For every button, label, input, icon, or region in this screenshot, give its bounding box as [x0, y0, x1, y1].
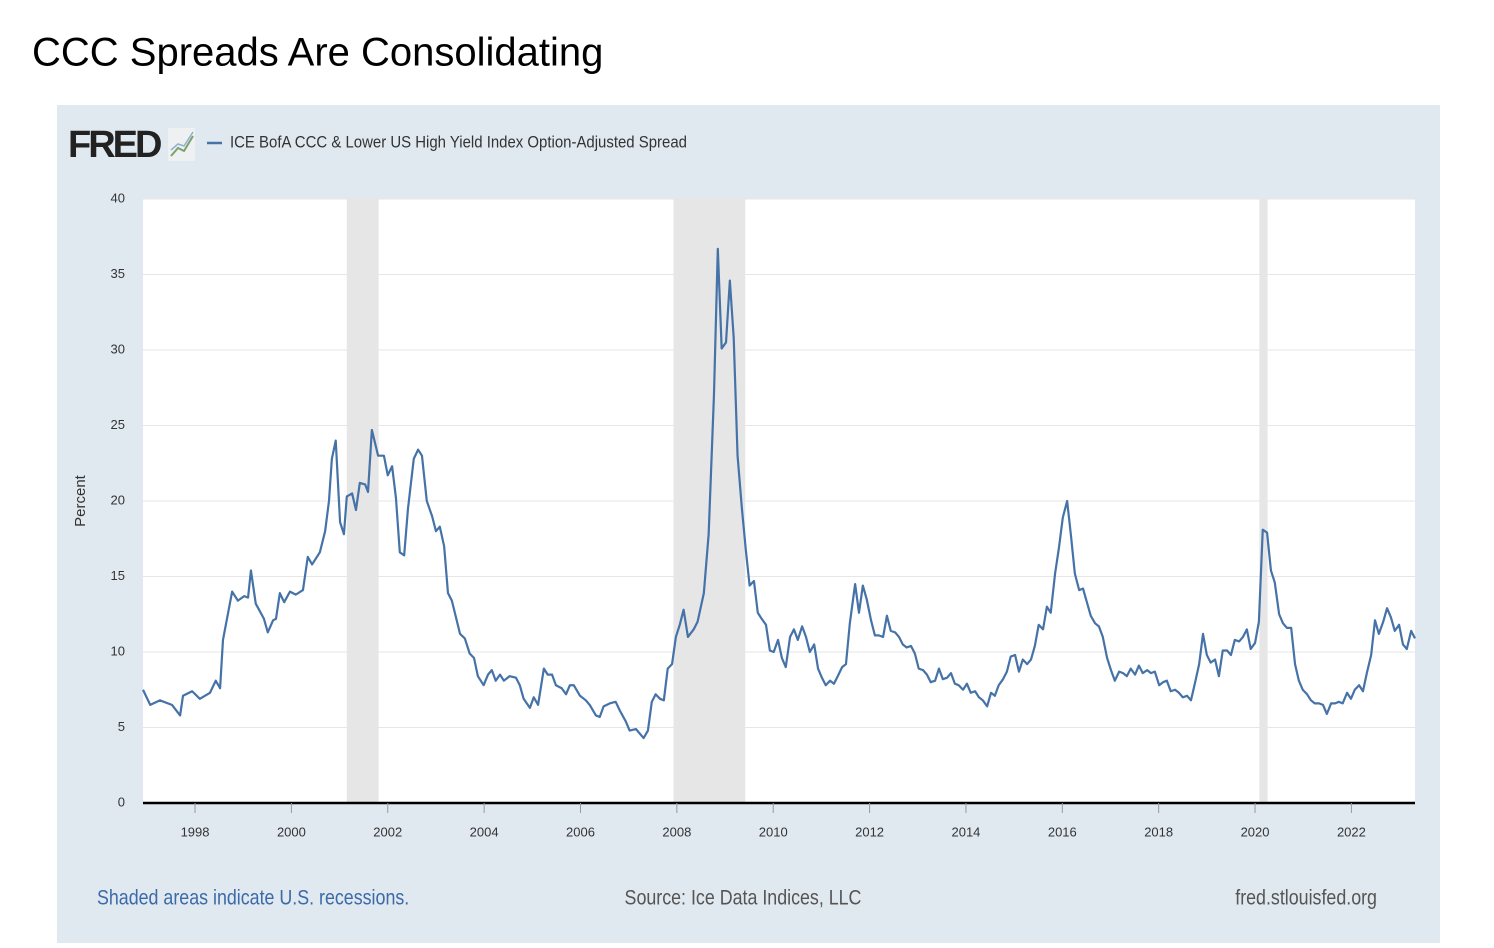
x-tick-label: 1998 [181, 824, 210, 839]
y-tick-label: 15 [111, 568, 125, 583]
legend-label: ICE BofA CCC & Lower US High Yield Index… [230, 134, 687, 152]
y-tick-label: 30 [111, 341, 125, 356]
x-tick-label: 2018 [1144, 824, 1173, 839]
x-tick-label: 2014 [951, 824, 980, 839]
y-tick-label: 25 [111, 417, 125, 432]
source: Source: Ice Data Indices, LLC [625, 886, 862, 910]
recession-note: Shaded areas indicate U.S. recessions. [97, 886, 409, 910]
y-tick-label: 5 [118, 719, 125, 734]
y-axis-title: Percent [72, 474, 89, 527]
x-tick-label: 2004 [470, 824, 499, 839]
x-tick-label: 2006 [566, 824, 595, 839]
x-tick-label: 2022 [1337, 824, 1366, 839]
logo-icon [168, 128, 195, 161]
y-tick-label: 0 [118, 794, 125, 809]
source-url: fred.stlouisfed.org [1235, 886, 1377, 910]
series-line [142, 247, 1416, 740]
x-tick-label: 2012 [855, 824, 884, 839]
x-tick-label: 2016 [1048, 824, 1077, 839]
x-tick-label: 2002 [373, 824, 402, 839]
y-tick-label: 40 [111, 190, 125, 205]
x-tick-label: 2000 [277, 824, 306, 839]
page-title: CCC Spreads Are Consolidating [32, 31, 603, 75]
y-tick-label: 10 [111, 643, 125, 658]
y-tick-label: 20 [111, 492, 125, 507]
x-tick-label: 2010 [759, 824, 788, 839]
y-tick-label: 35 [111, 266, 125, 281]
x-tick-label: 2008 [662, 824, 691, 839]
logo: FRED [68, 124, 161, 166]
x-tick-label: 2020 [1241, 824, 1270, 839]
